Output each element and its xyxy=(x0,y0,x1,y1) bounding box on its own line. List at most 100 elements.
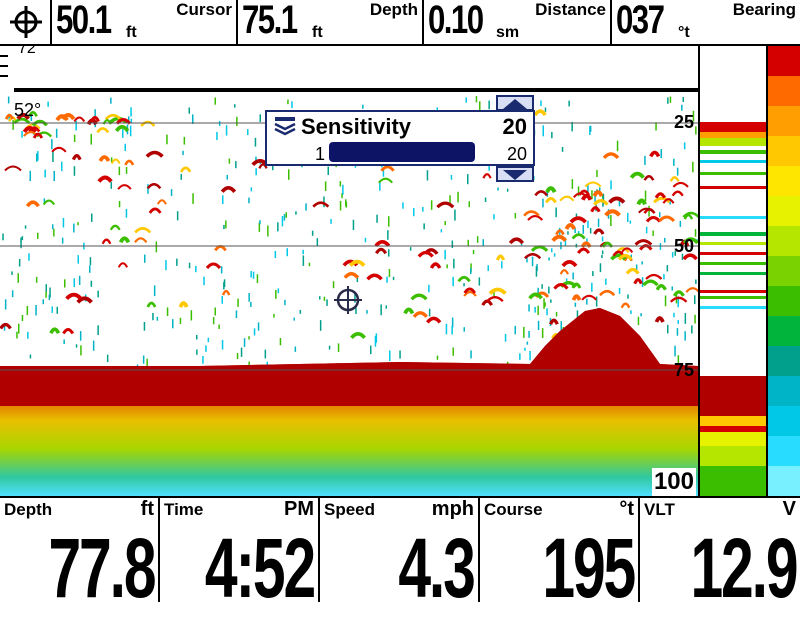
sonar-clutter-mark xyxy=(528,304,530,312)
sonar-clutter-mark xyxy=(222,195,224,204)
speed-box-unit: mph xyxy=(431,498,474,520)
sonar-clutter-mark xyxy=(118,201,121,208)
sonar-clutter-mark xyxy=(454,209,456,221)
time-box-unit: PM xyxy=(284,498,314,520)
fish-arc xyxy=(604,209,621,217)
cursor-crosshair-icon[interactable] xyxy=(334,286,362,314)
sonar-clutter-mark xyxy=(506,188,509,192)
sensitivity-popup[interactable]: Sensitivity 20 1 20 xyxy=(265,110,535,166)
fish-arc xyxy=(49,327,61,335)
fish-arc xyxy=(350,331,367,340)
fish-arc xyxy=(527,215,544,221)
sonar-clutter-mark xyxy=(524,347,526,351)
sonar-clutter-mark xyxy=(2,233,4,241)
sonar-clutter-mark xyxy=(663,274,665,280)
sonar-clutter-mark xyxy=(591,190,593,200)
sonar-clutter-mark xyxy=(110,157,113,163)
sonar-clutter-mark xyxy=(540,100,542,106)
fish-arc xyxy=(109,224,121,231)
fish-arc xyxy=(645,215,662,223)
fish-arc xyxy=(343,271,360,279)
sonar-clutter-mark xyxy=(645,226,648,234)
fish-arc xyxy=(481,299,494,306)
fish-arc xyxy=(426,316,442,324)
sonar-clutter-mark xyxy=(671,286,673,291)
sonar-clutter-mark xyxy=(226,174,228,180)
sonar-clutter-mark xyxy=(674,345,676,357)
sonar-clutter-mark xyxy=(264,349,267,359)
sonar-clutter-mark xyxy=(259,114,261,122)
sonar-clutter-mark xyxy=(129,125,132,137)
fish-arc xyxy=(545,186,557,194)
sonar-clutter-mark xyxy=(172,319,174,329)
sonar-clutter-mark xyxy=(286,248,288,257)
cursor-mode-button[interactable] xyxy=(0,0,52,44)
sonar-clutter-mark xyxy=(337,343,340,352)
sonar-clutter-mark xyxy=(258,222,261,232)
fish-arc xyxy=(593,228,605,235)
sonar-clutter-mark xyxy=(295,211,297,215)
voltage-box-label: VLT xyxy=(644,500,675,519)
fish-arc xyxy=(620,302,631,309)
sonar-clutter-mark xyxy=(287,99,289,105)
sonar-clutter-mark xyxy=(587,184,589,195)
palette-swatch xyxy=(768,46,800,77)
fish-arc xyxy=(561,260,578,268)
fish-arc xyxy=(366,273,383,281)
fish-arc xyxy=(221,289,231,296)
sonar-clutter-mark xyxy=(542,198,544,208)
sonar-clutter-mark xyxy=(452,276,454,287)
sonar-clutter-mark xyxy=(156,316,159,321)
fish-arc xyxy=(342,259,359,267)
sonar-clutter-mark xyxy=(144,254,146,263)
sonar-clutter-mark xyxy=(253,328,256,336)
sonar-clutter-mark xyxy=(514,325,516,335)
sonar-clutter-mark xyxy=(274,251,277,258)
fish-arc xyxy=(146,301,157,308)
sonar-clutter-mark xyxy=(488,164,490,171)
sonar-clutter-mark xyxy=(294,346,297,352)
sonar-clutter-mark xyxy=(77,222,79,226)
sonar-clutter-mark xyxy=(4,299,7,310)
fish-arc xyxy=(403,307,415,315)
sensitivity-down-button[interactable] xyxy=(496,166,534,182)
sonar-clutter-mark xyxy=(252,271,255,279)
sonar-clutter-mark xyxy=(326,299,328,306)
sonar-clutter-mark xyxy=(541,284,543,289)
sonar-clutter-mark xyxy=(691,325,693,334)
sonar-clutter-mark xyxy=(24,225,27,229)
sonar-clutter-mark xyxy=(176,258,178,266)
sonar-clutter-mark xyxy=(497,187,499,191)
fish-arc xyxy=(638,207,655,214)
sonar-clutter-mark xyxy=(664,295,667,307)
sonar-clutter-mark xyxy=(637,316,640,326)
fish-arc xyxy=(90,115,100,123)
sonar-clutter-mark xyxy=(479,101,481,111)
sonar-clutter-mark xyxy=(236,353,239,360)
sensitivity-max: 20 xyxy=(506,144,527,164)
sonar-clutter-mark xyxy=(551,248,553,253)
sonar-clutter-mark xyxy=(560,321,562,331)
sonar-clutter-mark xyxy=(385,305,387,309)
sonar-clutter-mark xyxy=(605,278,607,285)
fish-arc xyxy=(71,154,82,161)
sonar-clutter-mark xyxy=(110,97,112,104)
sonar-clutter-mark xyxy=(125,167,128,174)
sensitivity-slider[interactable] xyxy=(329,142,475,162)
sensitivity-up-button[interactable] xyxy=(496,95,534,111)
fish-arc xyxy=(312,201,330,208)
sonar-clutter-mark xyxy=(544,107,547,112)
sonar-clutter-mark xyxy=(610,215,612,226)
sonar-clutter-mark xyxy=(386,276,388,283)
distance-unit: sm xyxy=(496,24,520,41)
sonar-clutter-mark xyxy=(671,252,674,258)
sonar-clutter-mark xyxy=(572,272,574,280)
fish-arc xyxy=(571,294,582,301)
fish-arc xyxy=(146,183,162,190)
sonar-clutter-mark xyxy=(436,107,438,111)
sonar-clutter-mark xyxy=(53,171,55,181)
sonar-clutter-mark xyxy=(78,275,81,285)
depth-scale-100: 100 xyxy=(651,468,696,496)
sonar-clutter-mark xyxy=(166,134,168,145)
fish-arc xyxy=(32,132,44,139)
